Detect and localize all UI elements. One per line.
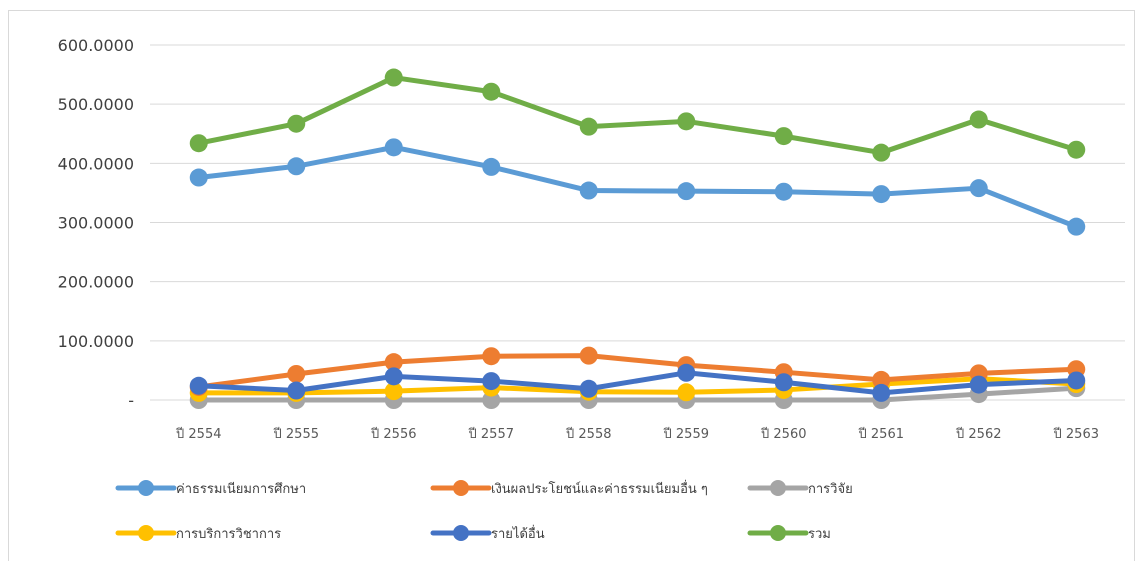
y-axis-labels: - 100.0000 200.0000 300.0000 400.0000 500.000…	[58, 36, 134, 410]
data-point	[969, 179, 988, 198]
legend-marker	[138, 525, 154, 541]
series-line	[196, 370, 1079, 396]
legend-marker	[453, 480, 469, 496]
chart-frame	[8, 10, 1135, 561]
data-point	[677, 182, 696, 201]
legend-label: การวิจัย	[808, 482, 853, 497]
legend-marker	[138, 480, 154, 496]
data-point	[189, 168, 208, 187]
legend-item: การบริการวิชาการ	[115, 525, 281, 542]
data-point	[579, 181, 598, 200]
x-tick-label: ปี 2554	[175, 426, 221, 442]
series-line	[196, 75, 1079, 156]
data-point	[287, 157, 306, 176]
legend-label: ค่าธรรมเนียมการศึกษา	[176, 481, 306, 497]
data-point	[482, 82, 501, 101]
data-point	[384, 382, 403, 401]
y-tick-label: 400.0000	[58, 154, 134, 173]
data-point	[189, 376, 208, 395]
data-point	[677, 383, 696, 402]
data-point	[774, 182, 793, 201]
data-point	[1067, 140, 1086, 159]
data-point	[872, 143, 891, 162]
legend-label: เงินผลประโยชน์และค่าธรรมเนียมอื่น ๆ	[491, 480, 708, 497]
y-tick-label: -	[128, 391, 134, 410]
data-point	[579, 379, 598, 398]
data-point	[482, 157, 501, 176]
gridlines	[150, 44, 1125, 401]
y-tick-label: 300.0000	[58, 214, 134, 233]
data-point	[482, 391, 501, 409]
x-tick-label: ปี 2560	[760, 426, 806, 442]
data-point	[774, 373, 793, 392]
legend-label: รวม	[808, 527, 831, 542]
y-tick-label: 500.0000	[58, 95, 134, 114]
legend-item: รวม	[747, 525, 831, 542]
x-tick-label: ปี 2561	[857, 426, 903, 442]
data-point	[384, 353, 403, 372]
data-point	[872, 383, 891, 402]
data-point	[872, 370, 891, 389]
y-tick-label: 100.0000	[58, 332, 134, 351]
series-0	[189, 138, 1086, 236]
x-tick-label: ปี 2556	[370, 426, 416, 442]
legend: ค่าธรรมเนียมการศึกษา เงินผลประโยชน์และค่า…	[115, 480, 853, 542]
x-tick-label: ปี 2562	[955, 426, 1001, 442]
series-line	[196, 376, 1079, 396]
data-point	[1067, 371, 1086, 390]
series-line	[196, 353, 1079, 390]
data-point	[287, 364, 306, 383]
legend-label: รายได้อื่น	[491, 525, 545, 542]
legend-item: รายได้อื่น	[430, 525, 545, 542]
data-point	[677, 363, 696, 382]
data-point	[189, 134, 208, 153]
x-tick-label: ปี 2563	[1052, 426, 1098, 442]
x-axis-labels: ปี 2554 ปี 2555 ปี 2556 ปี 2557 ปี 2558 ปี 25…	[175, 426, 1099, 442]
series-4	[189, 363, 1086, 402]
x-tick-label: ปี 2555	[272, 426, 318, 442]
series-line	[196, 144, 1079, 230]
series-line	[196, 385, 1079, 403]
data-point	[579, 117, 598, 136]
data-point	[1067, 217, 1086, 236]
data-point	[287, 114, 306, 133]
series-5	[189, 68, 1086, 162]
data-point	[384, 367, 403, 386]
legend-item: เงินผลประโยชน์และค่าธรรมเนียมอื่น ๆ	[430, 480, 708, 497]
data-point	[287, 381, 306, 400]
legend-item: ค่าธรรมเนียมการศึกษา	[115, 480, 306, 497]
data-point	[384, 138, 403, 157]
data-point	[872, 185, 891, 204]
legend-marker	[770, 480, 786, 496]
data-point	[677, 112, 696, 131]
data-point	[384, 68, 403, 87]
data-point	[774, 127, 793, 146]
x-tick-label: ปี 2559	[662, 426, 708, 442]
series-lines	[189, 68, 1086, 409]
data-point	[969, 375, 988, 394]
data-point	[969, 110, 988, 129]
x-tick-label: ปี 2558	[565, 426, 611, 442]
y-tick-label: 600.0000	[58, 36, 134, 55]
data-point	[482, 372, 501, 391]
legend-marker	[770, 525, 786, 541]
legend-label: การบริการวิชาการ	[176, 527, 281, 542]
y-tick-label: 200.0000	[58, 273, 134, 292]
x-tick-label: ปี 2557	[467, 426, 513, 442]
data-point	[579, 346, 598, 365]
data-point	[482, 347, 501, 366]
legend-item: การวิจัย	[747, 480, 853, 497]
legend-marker	[453, 525, 469, 541]
